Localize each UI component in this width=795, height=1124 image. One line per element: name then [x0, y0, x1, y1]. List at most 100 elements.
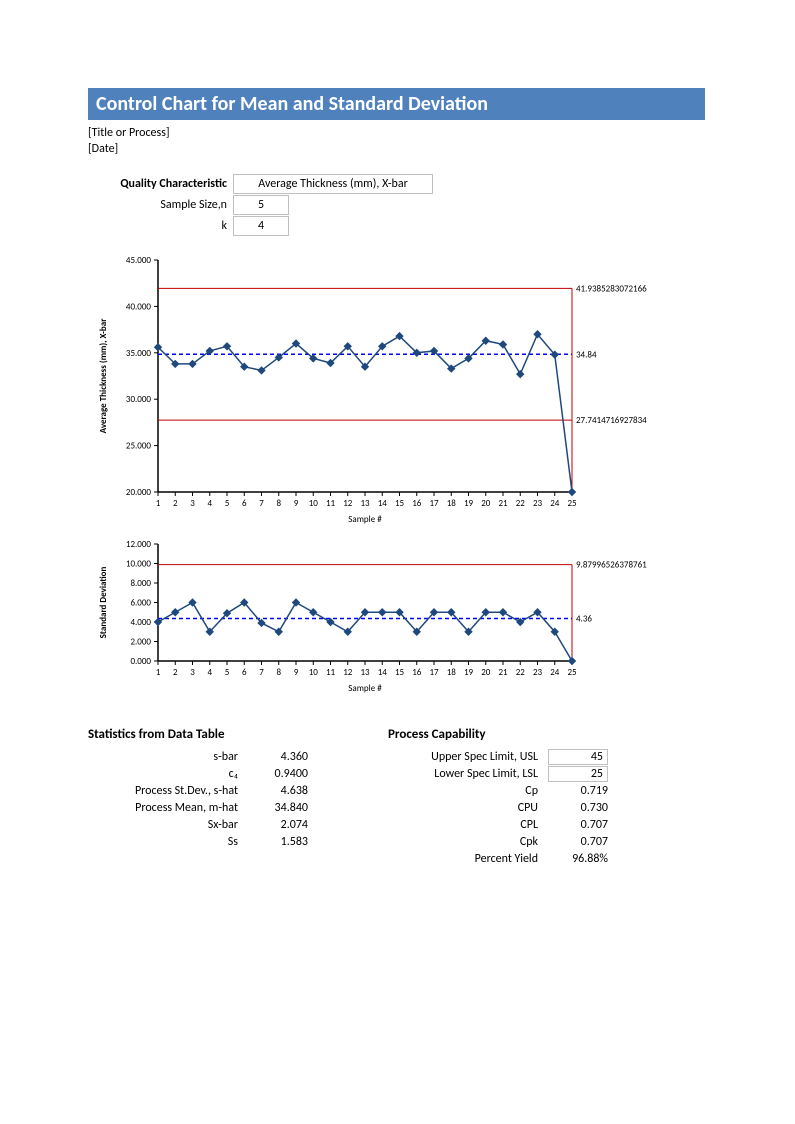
svg-text:17: 17 — [429, 498, 439, 509]
svg-text:12.000: 12.000 — [126, 539, 152, 550]
svg-text:13: 13 — [360, 667, 370, 678]
page-title: Control Chart for Mean and Standard Devi… — [88, 88, 705, 120]
svg-text:20.000: 20.000 — [126, 487, 152, 498]
svg-text:Sample #: Sample # — [348, 683, 382, 694]
stat-row-right-5: Cpk0.707 — [388, 833, 608, 850]
svg-text:10: 10 — [309, 498, 319, 509]
k-value[interactable]: 4 — [233, 216, 289, 236]
svg-text:4.000: 4.000 — [130, 617, 151, 628]
stat-value: 0.719 — [548, 784, 608, 798]
svg-text:Sample #: Sample # — [348, 514, 382, 525]
stat-value: 1.583 — [248, 835, 308, 849]
svg-text:13: 13 — [360, 498, 370, 509]
stat-row-right-2: Cp0.719 — [388, 782, 608, 799]
svg-text:0.000: 0.000 — [130, 656, 151, 667]
svg-text:25: 25 — [567, 498, 577, 509]
stats-left: Statistics from Data Table s-bar4.360c₄0… — [88, 727, 308, 867]
svg-text:10.000: 10.000 — [126, 559, 152, 570]
svg-text:18: 18 — [447, 667, 457, 678]
svg-text:11: 11 — [326, 667, 336, 678]
stat-value[interactable]: 45 — [548, 749, 608, 765]
stat-row-right-0: Upper Spec Limit, USL45 — [388, 748, 608, 765]
svg-text:14: 14 — [378, 498, 388, 509]
stats-left-title: Statistics from Data Table — [88, 727, 308, 742]
stdev-chart: 0.0002.0004.0006.0008.00010.00012.000123… — [88, 536, 705, 701]
svg-text:25: 25 — [567, 667, 577, 678]
svg-text:2.000: 2.000 — [130, 637, 151, 648]
stat-row-left-4: Sx-bar2.074 — [88, 816, 308, 833]
parameters-block: Quality Characteristic Average Thickness… — [88, 174, 705, 236]
svg-text:40.000: 40.000 — [126, 301, 152, 312]
svg-text:6: 6 — [242, 667, 247, 678]
stat-row-right-4: CPL0.707 — [388, 816, 608, 833]
svg-text:12: 12 — [343, 667, 353, 678]
n-label: Sample Size,n — [88, 198, 233, 212]
svg-text:45.000: 45.000 — [126, 255, 152, 266]
svg-text:4.36: 4.36 — [576, 613, 592, 624]
svg-text:19: 19 — [464, 667, 474, 678]
stat-row-left-1: c₄0.9400 — [88, 765, 308, 782]
svg-text:8.000: 8.000 — [130, 578, 151, 589]
svg-text:6: 6 — [242, 498, 247, 509]
k-label: k — [88, 219, 233, 233]
svg-text:41.9385283072166: 41.9385283072166 — [576, 283, 647, 294]
svg-text:22: 22 — [516, 498, 526, 509]
stat-label: Ss — [88, 835, 248, 849]
svg-text:17: 17 — [429, 667, 439, 678]
param-sample-size: Sample Size,n 5 — [88, 195, 705, 215]
svg-text:3: 3 — [190, 667, 195, 678]
svg-text:21: 21 — [498, 667, 508, 678]
stat-row-left-5: Ss1.583 — [88, 833, 308, 850]
svg-text:35.000: 35.000 — [126, 348, 152, 359]
page-root: Control Chart for Mean and Standard Devi… — [0, 0, 795, 907]
stats-right: Process Capability Upper Spec Limit, USL… — [388, 727, 608, 867]
svg-text:22: 22 — [516, 667, 526, 678]
svg-text:8: 8 — [276, 498, 281, 509]
stat-value: 34.840 — [248, 801, 308, 815]
svg-text:25.000: 25.000 — [126, 441, 152, 452]
stats-section: Statistics from Data Table s-bar4.360c₄0… — [88, 727, 705, 867]
stat-label: Process St.Dev., s-hat — [88, 784, 248, 798]
svg-text:21: 21 — [498, 498, 508, 509]
stat-row-left-2: Process St.Dev., s-hat4.638 — [88, 782, 308, 799]
svg-text:20: 20 — [481, 498, 491, 509]
svg-text:16: 16 — [412, 498, 422, 509]
stats-right-title: Process Capability — [388, 727, 608, 742]
param-k: k 4 — [88, 216, 705, 236]
stat-value[interactable]: 25 — [548, 766, 608, 782]
svg-text:14: 14 — [378, 667, 388, 678]
subtitle-process: [Title or Process] — [88, 126, 705, 140]
qc-label: Quality Characteristic — [88, 177, 233, 191]
stat-value: 0.707 — [548, 818, 608, 832]
svg-text:5: 5 — [225, 498, 230, 509]
svg-text:9: 9 — [294, 498, 299, 509]
svg-text:27.7414716927834: 27.7414716927834 — [576, 415, 647, 426]
stat-label: Sx-bar — [88, 818, 248, 832]
stat-label: c₄ — [88, 767, 248, 781]
svg-text:4: 4 — [207, 667, 212, 678]
stat-value: 2.074 — [248, 818, 308, 832]
xbar-chart: 20.00025.00030.00035.00040.00045.0001234… — [88, 252, 705, 532]
n-value[interactable]: 5 — [233, 195, 289, 215]
svg-text:10: 10 — [309, 667, 319, 678]
stat-row-right-3: CPU0.730 — [388, 799, 608, 816]
svg-text:4: 4 — [207, 498, 212, 509]
stat-value: 4.360 — [248, 750, 308, 764]
stat-label: Upper Spec Limit, USL — [388, 750, 548, 764]
stat-value: 0.9400 — [248, 767, 308, 781]
svg-text:6.000: 6.000 — [130, 598, 151, 609]
qc-value[interactable]: Average Thickness (mm), X-bar — [233, 174, 433, 194]
stat-value: 0.730 — [548, 801, 608, 815]
svg-text:5: 5 — [225, 667, 230, 678]
svg-text:12: 12 — [343, 498, 353, 509]
stat-row-right-1: Lower Spec Limit, LSL25 — [388, 765, 608, 782]
svg-text:2: 2 — [173, 498, 178, 509]
svg-text:15: 15 — [395, 498, 405, 509]
svg-text:Average Thickness (mm), X-bar: Average Thickness (mm), X-bar — [98, 318, 109, 434]
svg-text:18: 18 — [447, 498, 457, 509]
svg-text:2: 2 — [173, 667, 178, 678]
svg-text:8: 8 — [276, 667, 281, 678]
stat-label: Cp — [388, 784, 548, 798]
subtitle-date: [Date] — [88, 142, 705, 156]
svg-text:1: 1 — [156, 667, 161, 678]
